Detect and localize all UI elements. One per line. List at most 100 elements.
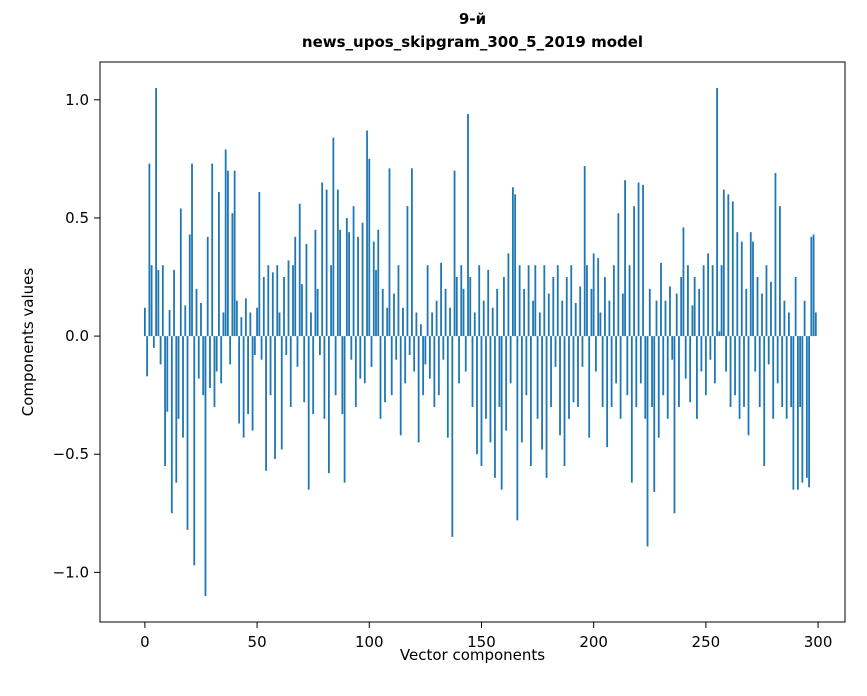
bar (615, 336, 618, 384)
bar (319, 336, 321, 355)
bar (377, 229, 380, 337)
bar (545, 336, 548, 478)
y-tick-label: 0.5 (65, 209, 89, 227)
bar (799, 336, 802, 407)
bar (375, 269, 377, 337)
bar (671, 336, 674, 360)
bar (218, 191, 220, 337)
bar (422, 336, 425, 396)
bar (451, 336, 454, 537)
bar (637, 182, 640, 337)
bar (794, 277, 797, 337)
bar (534, 265, 537, 337)
bar (357, 236, 359, 337)
x-tick-label: 100 (355, 633, 384, 651)
bar (678, 336, 680, 407)
bar (494, 336, 496, 478)
bar (554, 336, 557, 367)
bar (810, 236, 813, 337)
bar (283, 277, 285, 337)
bar (743, 336, 745, 407)
bar (599, 312, 602, 337)
bar (586, 265, 588, 337)
bar (547, 293, 550, 337)
bar (157, 269, 160, 337)
bar (756, 277, 759, 337)
bar (621, 293, 624, 337)
bar (150, 265, 153, 337)
x-tick-label: 200 (579, 633, 608, 651)
bar (366, 130, 368, 337)
chart-title: 9-й news_upos_skipgram_300_5_2019 model (100, 8, 845, 54)
bar (336, 189, 339, 337)
bar (485, 336, 487, 419)
bar (588, 336, 591, 438)
bar (330, 265, 333, 337)
bar (520, 336, 523, 443)
bar (444, 288, 447, 337)
bar (581, 336, 584, 367)
bar (170, 336, 173, 514)
bar (550, 336, 552, 407)
bar (541, 336, 543, 450)
bar (327, 336, 330, 474)
bar (428, 336, 431, 379)
bar (260, 336, 263, 360)
bar (476, 336, 478, 455)
bar (718, 331, 721, 337)
bar (292, 265, 294, 337)
bar (193, 336, 196, 566)
bar (390, 336, 393, 396)
bar (453, 170, 456, 337)
bar (372, 241, 375, 337)
bar (790, 336, 793, 407)
bar (345, 217, 348, 337)
bar (480, 336, 483, 467)
bar (673, 336, 676, 514)
bar (200, 303, 202, 337)
bar (505, 336, 508, 431)
bar (204, 336, 207, 597)
bar (384, 336, 386, 403)
bar (590, 288, 593, 337)
bar (276, 265, 279, 337)
bar (395, 336, 398, 360)
bar (184, 305, 187, 337)
bar (619, 336, 622, 419)
bar (233, 170, 236, 337)
bar (491, 307, 494, 337)
bar (693, 277, 696, 337)
bar (256, 307, 258, 337)
bar (415, 312, 418, 337)
bar (188, 234, 191, 337)
bar (738, 336, 741, 419)
bar (298, 203, 301, 337)
bar (197, 336, 200, 379)
bar (294, 236, 297, 337)
bar (680, 277, 683, 337)
bar (792, 336, 795, 490)
bar (446, 336, 449, 438)
chart-title-line2: news_upos_skipgram_300_5_2019 model (301, 33, 644, 51)
bar (179, 208, 182, 337)
bar (229, 336, 232, 365)
bar (516, 336, 519, 521)
bar (698, 288, 701, 337)
bar (361, 222, 364, 337)
bar (525, 336, 528, 396)
bar (803, 300, 806, 337)
y-tick-label: −0.5 (53, 445, 89, 463)
bar (662, 336, 665, 396)
bar (796, 336, 799, 490)
bar (758, 336, 761, 407)
bar (265, 336, 267, 471)
bar (608, 300, 611, 337)
bar (253, 336, 256, 355)
bar (462, 288, 465, 337)
bar (242, 336, 245, 438)
bar (601, 336, 604, 407)
bar (610, 336, 613, 407)
bar (529, 336, 532, 467)
bar (166, 336, 169, 412)
bar (606, 336, 609, 448)
